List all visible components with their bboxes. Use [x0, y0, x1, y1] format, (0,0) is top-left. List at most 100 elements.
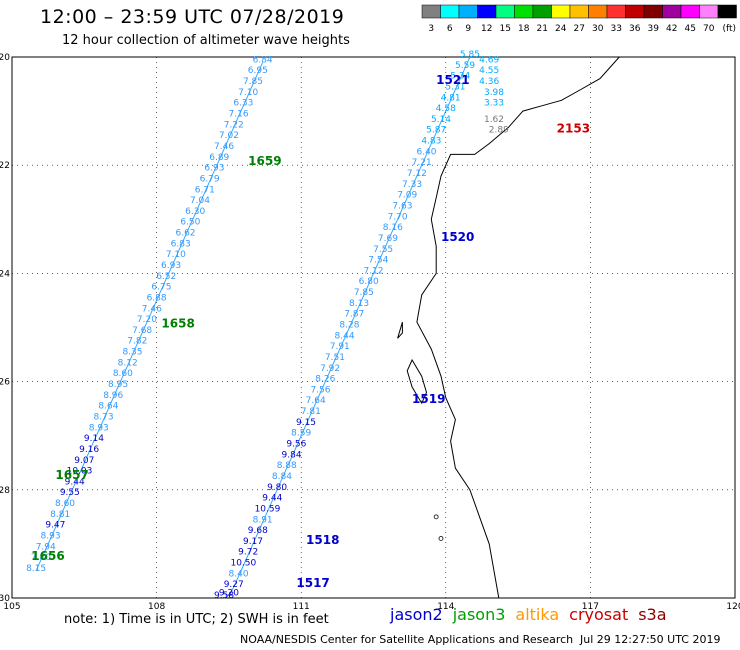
wave-height-label: 7.20 — [137, 315, 157, 325]
satellite-legend: jason2 jason3 altika cryosat s3a — [390, 605, 677, 624]
wave-height-label: 8.35 — [122, 348, 142, 358]
pass-time-label: 1656 — [31, 549, 64, 563]
wave-height-label: 9.56 — [286, 440, 306, 450]
wave-height-label: 9.07 — [74, 456, 94, 466]
wave-height-label: 8.60 — [55, 499, 75, 509]
wave-height-label: 7.63 — [392, 201, 412, 211]
wave-height-label: 8.93 — [41, 531, 61, 541]
track-west: 6.846.957.857.106.337.167.227.027.466.89… — [26, 55, 273, 574]
wave-height-label: 10.03 — [67, 467, 93, 477]
wave-height-label: 8.44 — [335, 331, 355, 341]
wave-height-label: 6.75 — [151, 283, 171, 293]
wave-height-label: 6.93 — [161, 261, 181, 271]
wave-height-label: 6.79 — [200, 174, 220, 184]
legend-jason2: jason2 — [390, 605, 443, 624]
scale-label: 27 — [574, 24, 585, 34]
wave-height-label: 3.33 — [484, 99, 504, 109]
wave-height-label: 8.26 — [315, 375, 335, 385]
scale-label: 21 — [537, 24, 548, 34]
wave-height-label: 9.72 — [238, 548, 258, 558]
wave-height-label: 6.33 — [233, 99, 253, 109]
wave-height-label: 9.58 — [214, 591, 234, 601]
wave-height-label: 9.17 — [243, 537, 263, 547]
wave-height-label: 4.69 — [479, 55, 499, 65]
lat-tick-label: -20 — [0, 53, 10, 63]
wave-height-label: 6.50 — [180, 218, 200, 228]
wave-height-label: 8.12 — [118, 358, 138, 368]
wave-height-label: 5.34 — [450, 72, 470, 82]
wave-height-label: 6.93 — [204, 164, 224, 174]
wave-height-label: 9.55 — [60, 488, 80, 498]
scale-label: 15 — [500, 24, 511, 34]
wave-height-label: 6.71 — [195, 185, 215, 195]
scale-label: 33 — [611, 24, 622, 34]
wave-height-label: 7.69 — [378, 234, 398, 244]
wave-height-label: 7.16 — [229, 110, 249, 120]
pass-time-label: 1517 — [296, 576, 329, 590]
wave-height-label: 7.04 — [190, 196, 210, 206]
color-scale: 3 6 9 12 15 18 21 24 27 30 33 36 39 42 45 70 (ft) — [421, 4, 737, 34]
legend-jason3: jason3 — [452, 605, 506, 624]
page-subtitle: 12 hour collection of altimeter wave hei… — [62, 33, 350, 48]
coastline — [416, 56, 620, 599]
credit-text: NOAA/NESDIS Center for Satellite Applica… — [240, 633, 574, 646]
wave-height-label: 2.89 — [489, 126, 509, 136]
pass-time-label: 1518 — [306, 533, 339, 547]
wave-height-label: 7.51 — [325, 353, 345, 363]
lon-tick-label: 114 — [437, 602, 454, 612]
pass-time-label: 1520 — [441, 230, 474, 244]
wave-height-label: 8.81 — [50, 510, 70, 520]
footer-note: note: 1) Time is in UTC; 2) SWH is in fe… — [64, 612, 329, 627]
wave-height-label: 6.80 — [359, 277, 379, 287]
wave-height-label: 8.59 — [291, 429, 311, 439]
wave-height-label: 6.89 — [209, 153, 229, 163]
scale-label: (ft) — [722, 24, 736, 34]
wave-height-label: 8.64 — [98, 402, 118, 412]
lat-tick-label: -28 — [0, 486, 10, 496]
island-outline — [433, 514, 439, 520]
wave-height-label: 8.15 — [26, 564, 46, 574]
scale-label: 39 — [648, 24, 660, 34]
wave-height-label: 7.56 — [310, 385, 330, 395]
wave-height-label: 8.13 — [349, 299, 369, 309]
island-outline — [438, 536, 444, 541]
page-title: 12:00 – 23:59 UTC 07/28/2019 — [40, 6, 345, 28]
lon-tick-label: 111 — [293, 602, 310, 612]
wave-height-label: 7.09 — [397, 191, 417, 201]
lat-tick-label: -26 — [0, 378, 10, 388]
wave-height-label: 1.62 — [484, 115, 504, 125]
wave-height-label: 5.59 — [455, 61, 475, 71]
scale-label: 3 — [428, 24, 434, 34]
wave-height-label: 7.91 — [330, 342, 350, 352]
lat-tick-label: -30 — [0, 594, 10, 604]
wave-height-label: 8.40 — [229, 569, 249, 579]
pass-time-label: 1659 — [248, 154, 281, 168]
track-line — [35, 62, 264, 572]
shark-bay-outline — [406, 358, 428, 405]
wave-height-label: 8.96 — [103, 391, 123, 401]
wave-height-label: 7.68 — [132, 326, 152, 336]
wave-height-label: 7.10 — [166, 250, 186, 260]
scale-label: 18 — [518, 24, 530, 34]
wave-height-label: 9.44 — [262, 494, 282, 504]
wave-height-label: 7.10 — [238, 88, 258, 98]
legend-s3a: s3a — [638, 605, 667, 624]
scale-label: 9 — [465, 24, 471, 34]
scale-label: 70 — [703, 24, 715, 34]
map-frame — [11, 56, 736, 599]
wave-height-label: 7.87 — [344, 310, 364, 320]
wave-height-label: 4.58 — [436, 104, 456, 114]
lon-tick-label: 120 — [726, 602, 740, 612]
wave-height-label: 8.91 — [253, 515, 273, 525]
wave-height-label: 5.14 — [431, 115, 451, 125]
wave-height-label: 8.16 — [383, 223, 403, 233]
track-coast: 4.694.554.363.983.33 1.622.89 — [479, 55, 509, 135]
legend-altika: altika — [515, 605, 560, 624]
wave-height-label: 6.84 — [253, 55, 273, 65]
lon-tick-label: 105 — [3, 602, 20, 612]
wave-height-label: 7.02 — [219, 131, 239, 141]
wave-height-label: 7.80 — [31, 553, 51, 563]
track-line — [223, 56, 471, 599]
wave-height-label: 5.85 — [460, 50, 480, 60]
